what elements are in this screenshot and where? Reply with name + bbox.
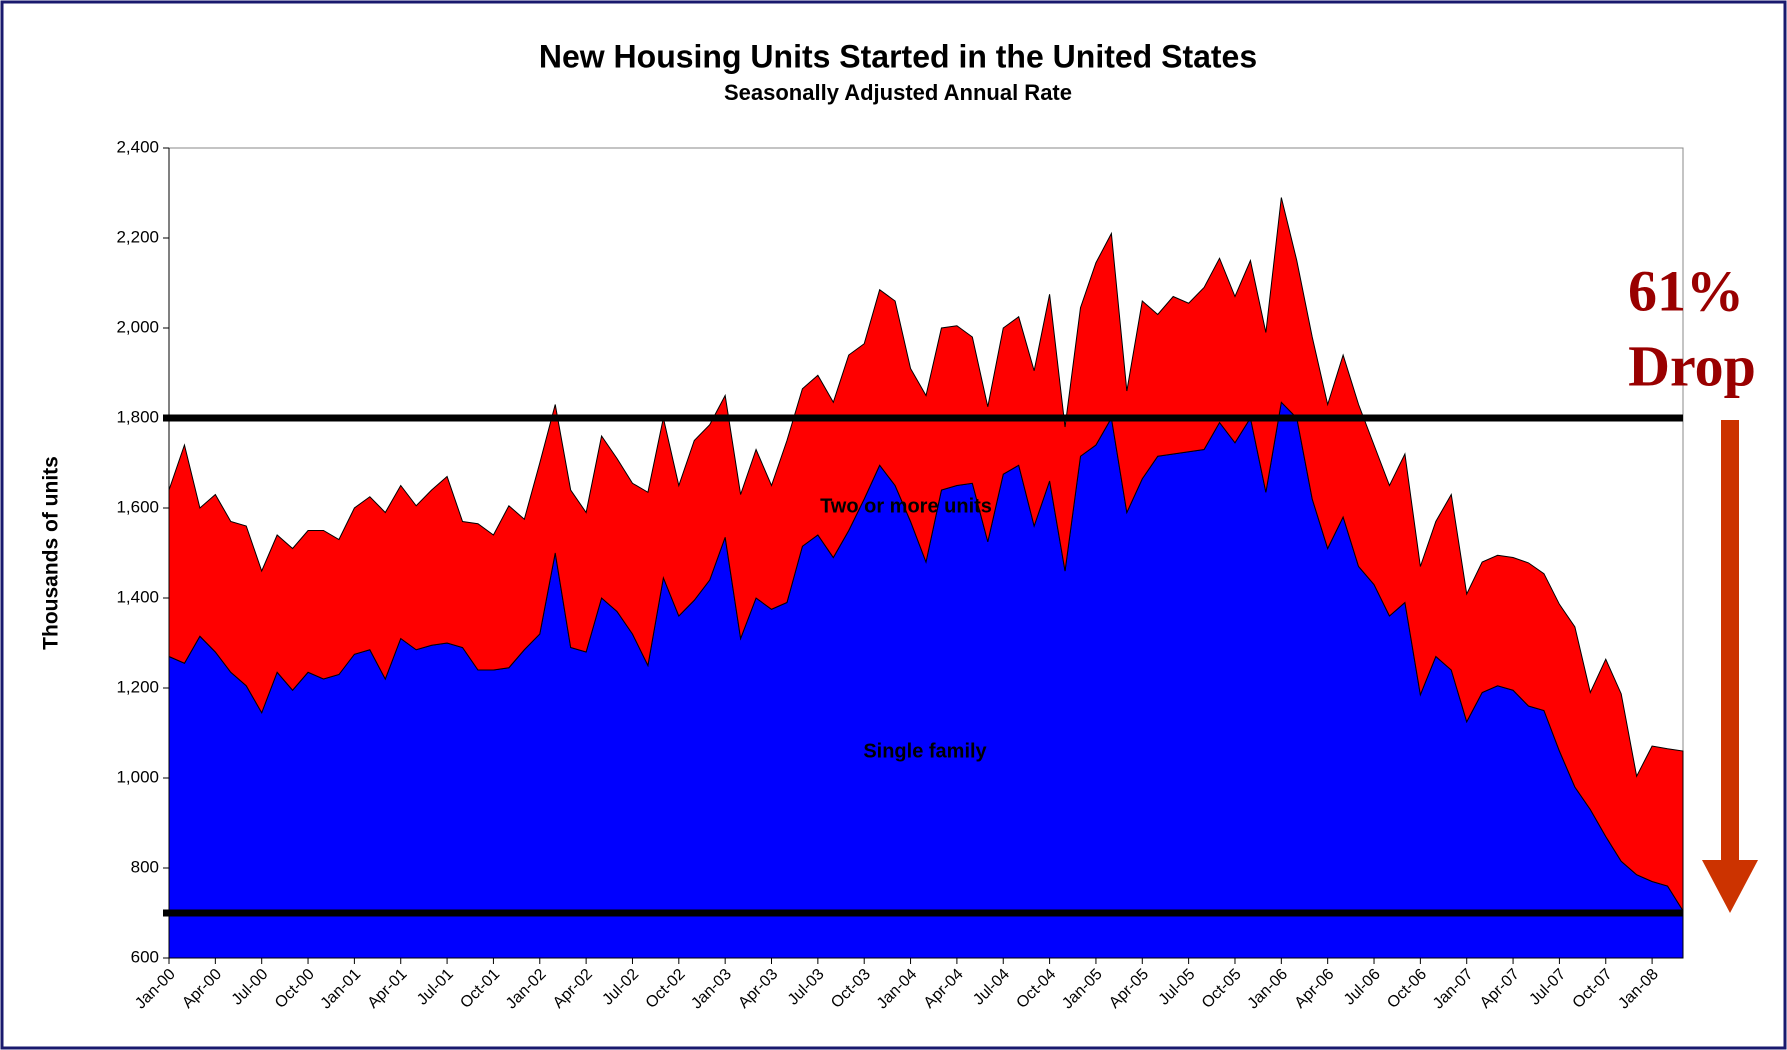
- drop-arrow-head: [1702, 860, 1758, 913]
- series-label: Two or more units: [820, 495, 992, 517]
- y-tick-label: 1,000: [116, 767, 159, 786]
- drop-arrow-shaft: [1721, 420, 1739, 860]
- y-tick-label: 1,800: [116, 407, 159, 426]
- y-axis-label: Thousands of units: [40, 456, 63, 650]
- chart-subtitle: Seasonally Adjusted Annual Rate: [724, 80, 1072, 105]
- y-tick-label: 1,600: [116, 497, 159, 516]
- y-tick-label: 1,200: [116, 677, 159, 696]
- annotation: Drop: [1628, 333, 1756, 398]
- y-tick-label: 2,400: [116, 137, 159, 156]
- annotation: 61%: [1628, 258, 1744, 323]
- y-tick-label: 2,200: [116, 227, 159, 246]
- y-tick-label: 2,000: [116, 317, 159, 336]
- chart-title: New Housing Units Started in the United …: [539, 38, 1257, 74]
- y-tick-label: 1,400: [116, 587, 159, 606]
- series-label: Single family: [863, 740, 987, 762]
- y-tick-label: 800: [131, 857, 159, 876]
- y-tick-label: 600: [131, 947, 159, 966]
